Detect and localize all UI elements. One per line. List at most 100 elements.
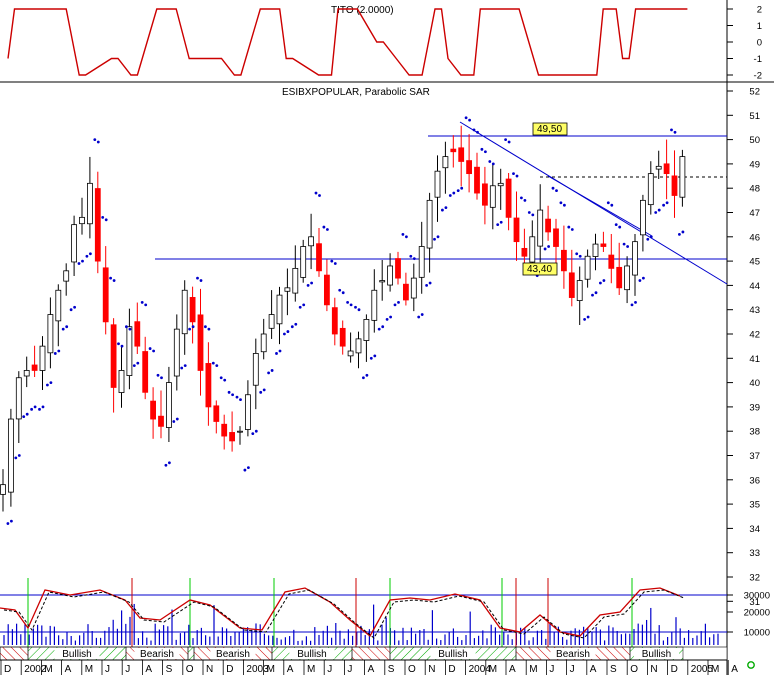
month-label: A — [65, 664, 72, 675]
candle-body — [252, 353, 259, 386]
indicator-tick-label: -2 — [754, 71, 762, 82]
candle-body — [647, 173, 654, 206]
sar-dot — [551, 186, 555, 190]
sar-dot — [333, 262, 337, 265]
candle-body — [537, 209, 544, 247]
month-label: A — [368, 664, 375, 675]
sar-dot — [468, 118, 471, 122]
candle-body — [450, 148, 457, 153]
month-label: 2002 — [24, 664, 47, 675]
candle-body — [521, 247, 528, 257]
price-tick-label: 33 — [749, 548, 760, 559]
month-label: M — [489, 664, 497, 675]
sar-dot — [243, 468, 247, 472]
candle-body — [545, 218, 551, 233]
sar-dot — [89, 252, 92, 256]
candle-body — [331, 307, 338, 335]
month-label: M — [85, 664, 93, 675]
sar-dot — [77, 262, 81, 265]
indicator-y-axis: 2 1 0 -1 -2 — [727, 5, 762, 82]
band-bearish — [0, 646, 29, 661]
sar-dot — [136, 361, 140, 365]
sar-dot — [330, 259, 334, 263]
candle-body — [134, 321, 141, 347]
sar-dot — [420, 313, 424, 316]
price-tick-label: 40 — [749, 378, 760, 389]
sar-dot — [381, 325, 385, 329]
month-label: M — [529, 664, 537, 675]
downtrend-line — [459, 121, 728, 285]
sar-dot — [642, 276, 645, 280]
candle-body — [308, 236, 315, 247]
sar-dot — [148, 347, 152, 350]
candle-body — [395, 258, 401, 279]
candle-body — [94, 188, 101, 262]
candle-body — [197, 314, 204, 371]
month-label: J — [347, 664, 352, 675]
sar-dot — [531, 213, 535, 217]
candle-body — [158, 415, 164, 427]
month-label: D — [448, 664, 455, 675]
sar-dot — [583, 318, 586, 321]
sar-dot — [112, 279, 116, 282]
sar-dot — [104, 218, 108, 222]
month-label: O — [630, 664, 638, 675]
indicator-tick-label: 0 — [757, 38, 762, 49]
price-tick-label: 50 — [749, 135, 760, 146]
candle-body — [260, 333, 267, 353]
candle-body — [213, 405, 220, 422]
month-label: J — [549, 664, 554, 675]
sar-dot — [117, 342, 120, 346]
sar-dot — [275, 352, 278, 355]
candle-body — [497, 182, 504, 187]
sar-dot — [401, 232, 405, 236]
sar-dot — [120, 344, 124, 348]
sar-dot — [412, 257, 416, 261]
sar-dot — [496, 223, 500, 227]
sar-dot — [409, 254, 413, 258]
sar-dot — [649, 235, 653, 239]
band-label: Bullish — [438, 649, 467, 660]
month-label: A — [145, 664, 152, 675]
sar-dot — [527, 211, 531, 214]
month-label: 2005 — [691, 664, 714, 675]
sar-dot — [614, 223, 618, 227]
sar-dot — [180, 366, 184, 370]
sar-dot — [175, 417, 179, 421]
price-tick-label: 39 — [749, 402, 760, 413]
indicator-line — [7, 8, 688, 76]
candle-body — [165, 382, 172, 428]
candle-body — [561, 249, 567, 272]
band-label-bg — [54, 648, 100, 659]
price-panel: ESIBXPOPULAR, Parabolic SAR 52 51 50 49 48 47… — [0, 87, 760, 608]
band-label-bg — [430, 648, 476, 659]
sar-dot — [488, 160, 492, 163]
sar-dot — [298, 305, 302, 309]
sar-dot — [239, 398, 242, 402]
sar-dot — [322, 225, 326, 229]
price-tick-label: 47 — [749, 208, 760, 219]
candle-body — [442, 156, 449, 169]
svg-text:49,50: 49,50 — [537, 124, 562, 135]
trend-lines — [155, 121, 728, 285]
month-label: O — [408, 664, 416, 675]
candle-body — [671, 175, 678, 196]
sar-dot — [662, 203, 665, 207]
sar-dot — [515, 174, 519, 178]
support-label: 43,40 — [522, 262, 558, 276]
sar-dot — [69, 308, 73, 312]
candle-body — [15, 377, 22, 420]
oscillator-line — [0, 587, 681, 637]
sar-dot — [164, 463, 168, 467]
sar-dot — [657, 208, 661, 212]
oscillator-y-axis: 30000 20000 10000 — [727, 591, 770, 639]
candle-body — [624, 265, 630, 291]
sar-dot — [555, 189, 558, 193]
candle-body — [608, 254, 615, 269]
sar-dot — [393, 303, 397, 307]
sar-dot — [610, 203, 614, 207]
month-label: 2003 — [246, 664, 269, 675]
candle-body — [118, 370, 125, 393]
sar-dot — [128, 327, 132, 331]
